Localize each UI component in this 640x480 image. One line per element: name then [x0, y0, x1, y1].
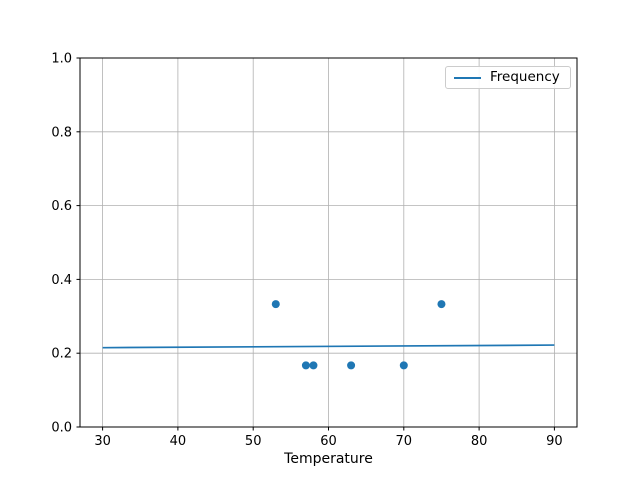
scatter-point — [437, 300, 446, 309]
scatter-point — [271, 300, 280, 309]
y-tick-label: 0.2 — [51, 347, 72, 362]
x-tick-label: 70 — [396, 434, 413, 449]
scatter-point — [399, 361, 408, 370]
x-tick-label: 50 — [245, 434, 262, 449]
scatter-point — [347, 361, 356, 370]
scatter-point — [301, 361, 310, 370]
legend-line-swatch — [454, 76, 481, 79]
y-tick-label: 0.4 — [51, 273, 72, 288]
x-tick-label: 80 — [471, 434, 488, 449]
y-tick-label: 0.6 — [51, 199, 72, 214]
x-tick-label: 60 — [320, 434, 337, 449]
legend-label: Frequency — [490, 68, 560, 85]
y-tick-label: 1.0 — [51, 52, 72, 67]
x-tick-label: 30 — [94, 434, 111, 449]
y-tick-label: 0.8 — [51, 125, 72, 140]
x-tick-label: 90 — [546, 434, 563, 449]
scatter-point — [309, 361, 318, 370]
x-axis-label: Temperature — [284, 451, 373, 467]
legend: Frequency — [445, 66, 571, 89]
y-tick-label: 0.0 — [51, 421, 72, 436]
series-line-frequency — [102, 344, 555, 349]
x-tick-label: 40 — [170, 434, 187, 449]
